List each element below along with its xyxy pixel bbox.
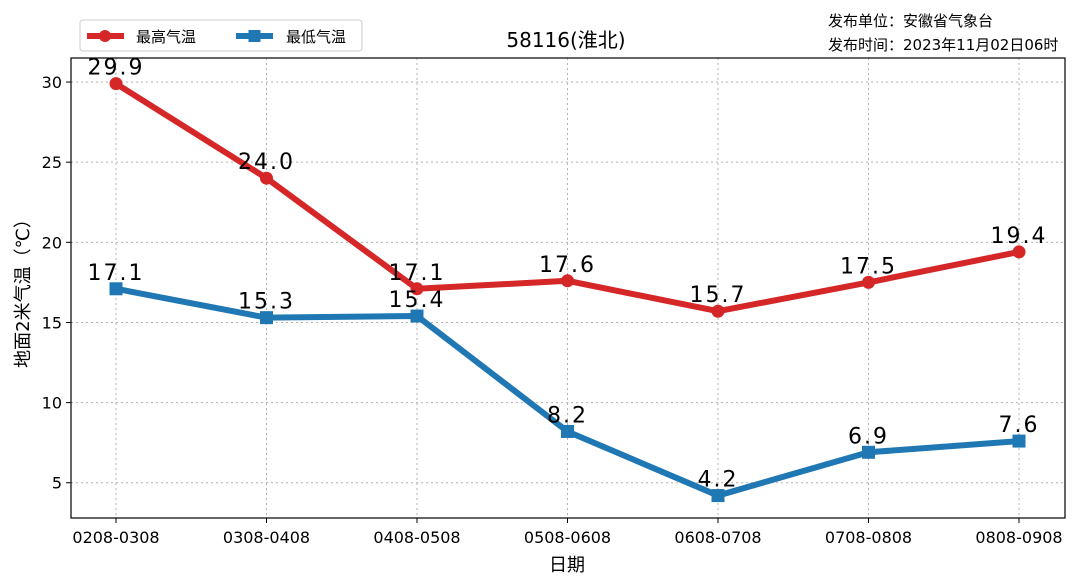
data-label-min: 4.2 bbox=[698, 468, 739, 493]
legend-max-label: 最高气温 bbox=[136, 28, 196, 46]
y-tick-label: 10 bbox=[42, 394, 62, 413]
chart-title: 58116(淮北) bbox=[506, 28, 625, 52]
data-label-max: 17.5 bbox=[840, 254, 897, 279]
x-tick-label: 0808-0908 bbox=[975, 528, 1062, 547]
y-tick-label: 30 bbox=[42, 73, 62, 92]
data-point-max bbox=[109, 77, 123, 91]
x-tick-label: 0608-0708 bbox=[674, 528, 761, 547]
publisher-label: 发布单位：安徽省气象台 bbox=[828, 12, 993, 30]
data-label-max: 17.1 bbox=[389, 261, 446, 286]
x-tick-label: 0508-0608 bbox=[524, 528, 611, 547]
y-tick-label: 25 bbox=[42, 153, 62, 172]
x-tick-label: 0308-0408 bbox=[223, 528, 310, 547]
data-point-max bbox=[711, 304, 725, 318]
legend-min-label: 最低气温 bbox=[286, 28, 346, 46]
data-label-min: 7.6 bbox=[999, 413, 1040, 438]
data-label-max: 19.4 bbox=[991, 224, 1048, 249]
data-label-max: 15.7 bbox=[690, 283, 747, 308]
data-point-min bbox=[711, 489, 725, 503]
data-label-max: 24.0 bbox=[238, 150, 295, 175]
data-label-min: 15.3 bbox=[238, 290, 295, 315]
y-axis-label: 地面2米气温（℃） bbox=[13, 210, 34, 368]
legend-max-marker bbox=[99, 30, 111, 42]
y-tick-label: 20 bbox=[42, 233, 62, 252]
plot-frame bbox=[70, 57, 1066, 519]
data-label-min: 15.4 bbox=[389, 288, 446, 313]
data-point-min bbox=[862, 445, 875, 459]
y-tick-label: 5 bbox=[52, 474, 62, 493]
data-point-max bbox=[410, 282, 424, 296]
data-point-max bbox=[862, 275, 875, 289]
y-tick-label: 15 bbox=[42, 313, 62, 332]
data-point-min bbox=[561, 424, 574, 438]
x-axis-label: 日期 bbox=[549, 555, 585, 576]
data-point-min bbox=[410, 309, 424, 323]
data-label-min: 17.1 bbox=[88, 261, 145, 286]
data-point-min bbox=[109, 282, 123, 296]
data-point-max bbox=[260, 171, 273, 185]
data-point-max bbox=[561, 274, 574, 288]
legend-box bbox=[79, 19, 363, 52]
data-label-min: 8.2 bbox=[547, 403, 588, 428]
legend-min-marker bbox=[248, 30, 261, 42]
data-label-min: 6.9 bbox=[848, 424, 889, 449]
data-label-max: 17.6 bbox=[539, 253, 596, 278]
legend: 最高气温 最低气温 bbox=[79, 19, 363, 52]
data-point-max bbox=[1012, 245, 1026, 259]
x-tick-label: 0208-0308 bbox=[72, 528, 159, 547]
data-label-max: 29.9 bbox=[88, 56, 145, 81]
x-tick-label: 0708-0808 bbox=[825, 528, 912, 547]
data-point-min bbox=[260, 311, 273, 325]
series-layer: 29.9 24.0 17.1 17.6 15.7 17.5 19.4 17.1 15.3 15.4… bbox=[88, 56, 1048, 503]
publish-time-label: 发布时间：2023年11月02日06时 bbox=[828, 36, 1058, 54]
x-tick-label: 0408-0508 bbox=[373, 528, 460, 547]
data-point-min bbox=[1012, 434, 1026, 448]
axes: 5 10 15 20 25 30 0208-0308 0308-0408 0408-0508 05… bbox=[42, 57, 1066, 547]
